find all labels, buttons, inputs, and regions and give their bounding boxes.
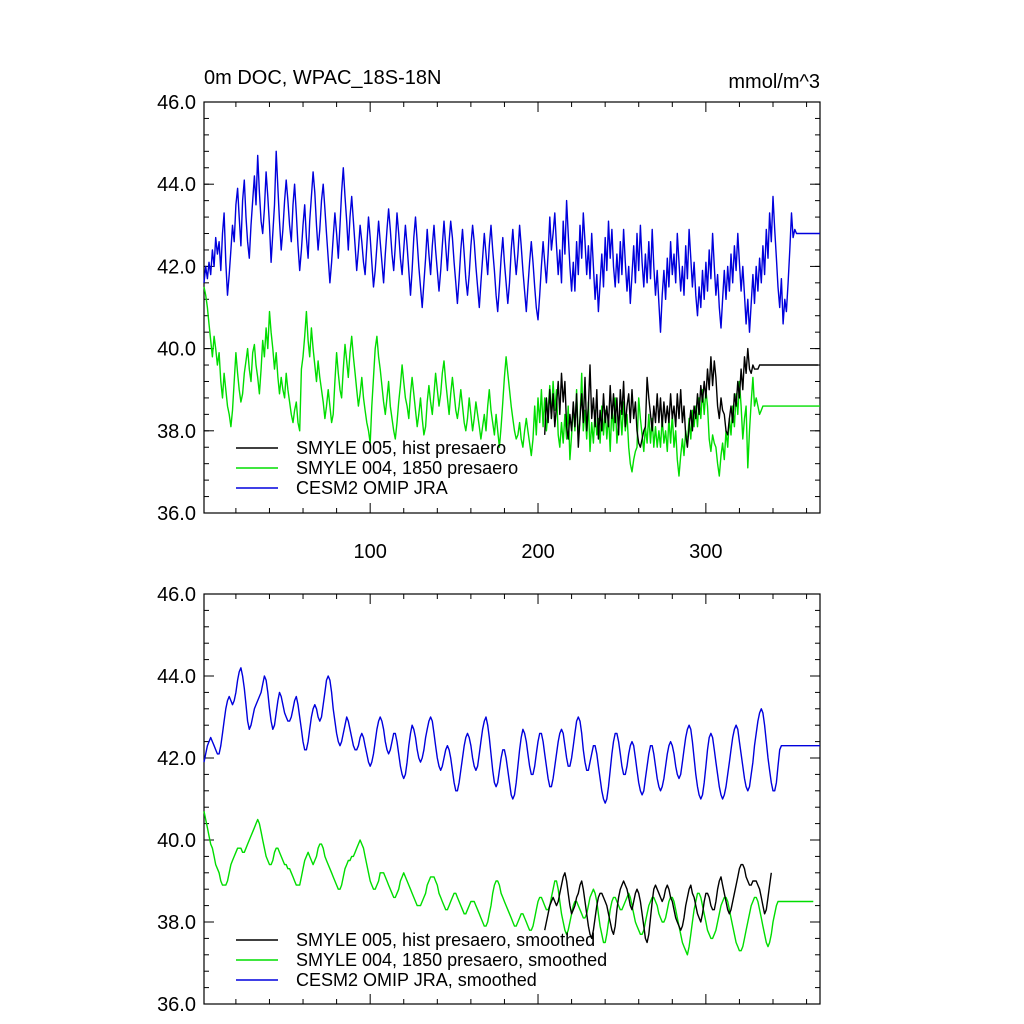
legend-label: SMYLE 005, hist presaero, smoothed — [296, 930, 595, 950]
legend-label: CESM2 OMIP JRA, smoothed — [296, 970, 537, 990]
legend-label: SMYLE 005, hist presaero — [296, 438, 506, 458]
y-tick-label: 40.0 — [157, 339, 196, 361]
legend: SMYLE 005, hist presaero, smoothedSMYLE … — [236, 930, 607, 990]
chart-units: mmol/m^3 — [728, 71, 820, 93]
y-tick-label: 36.0 — [157, 503, 196, 525]
plot-frame — [203, 101, 821, 514]
top-panel: 0m DOC, WPAC_18S-18N mmol/m^3 36.0 38.0 40… — [157, 67, 821, 563]
series-lines — [203, 150, 820, 477]
chart-title: 0m DOC, WPAC_18S-18N — [204, 67, 441, 89]
axis-ticks — [204, 101, 820, 514]
y-tick-label: 44.0 — [157, 174, 196, 196]
series-lines — [203, 667, 820, 956]
series-line — [544, 347, 819, 448]
y-tick-label: 44.0 — [157, 666, 196, 688]
y-tick-label: 36.0 — [157, 994, 196, 1016]
bottom-panel: 36.0 38.0 40.0 42.0 44.0 46.0 SMYLE 005, hist… — [157, 584, 821, 1016]
x-tick-label: 200 — [521, 541, 554, 563]
plot-frame — [203, 593, 821, 1005]
y-tick-label: 38.0 — [157, 912, 196, 934]
x-axis-labels: 100 200 300 — [353, 541, 722, 563]
x-tick-label: 300 — [689, 541, 722, 563]
legend-label: SMYLE 004, 1850 presaero, smoothed — [296, 950, 607, 970]
y-tick-label: 42.0 — [157, 748, 196, 770]
legend-label: SMYLE 004, 1850 presaero — [296, 458, 518, 478]
x-tick-label: 100 — [353, 541, 386, 563]
y-axis-labels: 36.0 38.0 40.0 42.0 44.0 46.0 — [157, 92, 196, 525]
series-line — [203, 667, 820, 804]
series-line — [203, 150, 820, 333]
y-tick-label: 46.0 — [157, 584, 196, 606]
y-tick-label: 42.0 — [157, 256, 196, 278]
series-line — [203, 286, 820, 477]
axis-ticks — [204, 593, 820, 1005]
y-axis-labels: 36.0 38.0 40.0 42.0 44.0 46.0 — [157, 584, 196, 1016]
y-tick-label: 46.0 — [157, 92, 196, 114]
y-tick-label: 40.0 — [157, 830, 196, 852]
series-line — [203, 811, 814, 956]
y-tick-label: 38.0 — [157, 421, 196, 443]
legend-label: CESM2 OMIP JRA — [296, 478, 448, 498]
series-line — [544, 863, 772, 944]
